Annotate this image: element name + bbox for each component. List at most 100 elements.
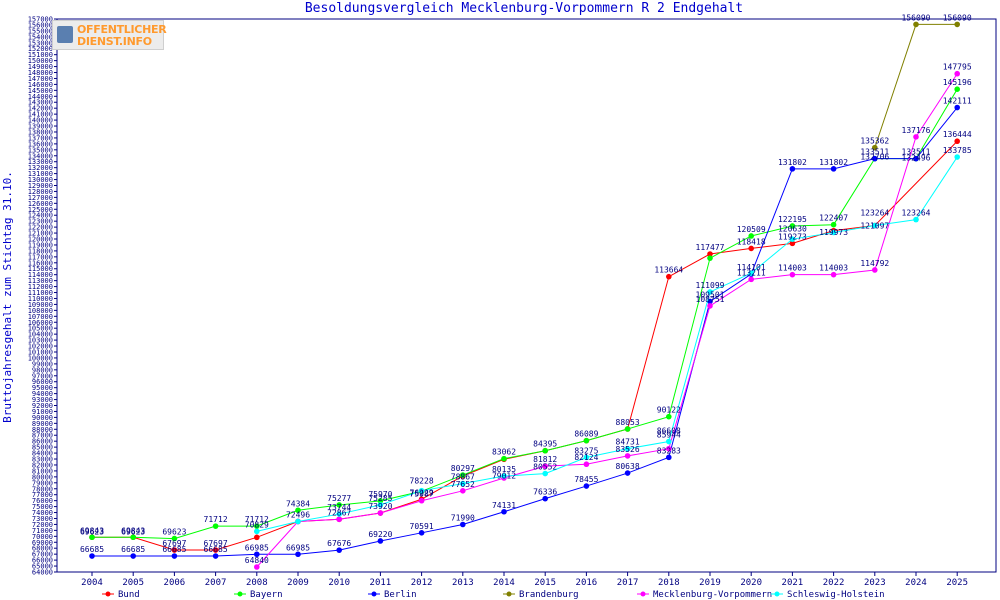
data-point [830,221,837,228]
data-label: 83275 [574,446,598,455]
data-label: 119973 [819,228,848,237]
legend-marker [105,591,111,597]
y-tick-label: 72000 [32,521,53,529]
data-point [789,236,796,242]
y-tick-label: 145000 [28,87,53,95]
legend-label: Brandenburg [519,590,579,600]
legend: Bund Bayern Berlin Brandenburg Mecklenburg-V… [102,590,885,600]
y-tick-label: 129000 [28,182,53,190]
data-point [666,413,672,420]
data-point [253,528,260,535]
data-point [336,511,343,517]
data-label: 133511 [860,148,889,157]
x-tick-label: 2017 [617,578,639,588]
data-label: 66685 [162,545,186,554]
data-point [542,495,548,502]
x-tick-label: 2021 [782,578,804,588]
data-point [789,240,796,247]
y-tick-label: 93000 [32,396,53,404]
x-tick-label: 2004 [81,578,103,588]
data-label: 72867 [327,508,351,517]
y-tick-label: 71000 [32,527,53,535]
y-tick-label: 154000 [28,33,53,41]
logo-icon [57,26,73,43]
data-point [542,463,548,469]
data-label: 111099 [696,281,725,290]
y-tick-label: 92000 [32,402,53,410]
data-point [501,473,507,479]
legend-marker [371,591,377,597]
series-line [92,140,958,551]
x-tick-label: 2009 [287,578,309,588]
data-label: 75970 [368,490,392,499]
data-label: 109501 [696,290,725,299]
data-point [130,553,136,559]
y-tick-label: 99000 [32,360,53,368]
data-point [748,276,754,283]
data-point [336,547,343,553]
data-label: 71990 [451,513,475,522]
y-tick-label: 133000 [28,158,53,166]
y-tick-label: 96000 [32,378,53,386]
data-label: 66685 [204,545,228,554]
y-tick-label: 90000 [32,414,53,422]
watermark-logo: OFFENTLICHER DIENST.INFO [52,20,167,50]
data-point [583,437,590,444]
data-label: 67697 [204,539,228,548]
data-label: 78228 [410,476,434,485]
y-tick-label: 132000 [28,164,53,172]
y-tick-label: 98000 [32,366,53,374]
data-label: 117477 [696,243,725,252]
data-label: 74131 [492,501,516,510]
data-point [913,21,919,28]
data-label: 88053 [616,418,640,427]
data-point [830,229,837,236]
axes [56,18,997,573]
data-label: 82124 [574,453,598,462]
legend-marker [506,591,512,597]
y-tick-label: 111000 [28,289,53,297]
data-label: 133785 [943,146,972,155]
data-label: 67676 [327,539,351,548]
y-tick-label: 135000 [28,146,53,154]
x-tick-label: 2006 [164,578,186,588]
data-point [583,483,590,489]
data-label: 142111 [943,97,972,106]
y-tick-label: 95000 [32,384,53,392]
y-tick-label: 76000 [32,497,53,505]
y-tick-label: 74000 [32,509,53,517]
data-label: 71712 [245,515,269,524]
data-label: 77652 [451,480,475,489]
y-tick-label: 82000 [32,461,53,469]
data-label: 75277 [327,494,351,503]
data-label: 119273 [778,232,807,241]
data-label: 80638 [616,462,640,471]
y-tick-label: 157000 [28,16,53,24]
data-point [295,518,301,525]
y-tick-label: 126000 [28,200,53,208]
y-tick-label: 147000 [28,75,53,83]
data-label: 86089 [574,430,598,439]
data-point [501,455,507,462]
data-point [666,273,672,280]
y-tick-label: 85000 [32,444,53,452]
data-point [377,502,384,508]
y-tick-label: 120000 [28,236,53,244]
data-point [954,104,960,111]
y-tick-label: 151000 [28,51,53,59]
data-label: 67697 [162,539,186,548]
data-point [707,251,713,257]
y-tick-label: 131000 [28,170,53,178]
data-label: 74384 [286,499,310,508]
y-tick-label: 107000 [28,313,53,321]
y-axis-label: Bruttojahresgehalt zum Stichtag 31.10. [1,171,14,423]
data-point [707,298,713,305]
y-tick-label: 128000 [28,188,53,196]
data-label: 84731 [616,438,640,447]
data-point [666,445,672,452]
data-point [789,223,796,229]
logo-line-2: DIENST.INFO [77,35,152,48]
series-line [92,107,958,557]
y-tick-label: 116000 [28,259,53,267]
data-point [377,510,384,516]
